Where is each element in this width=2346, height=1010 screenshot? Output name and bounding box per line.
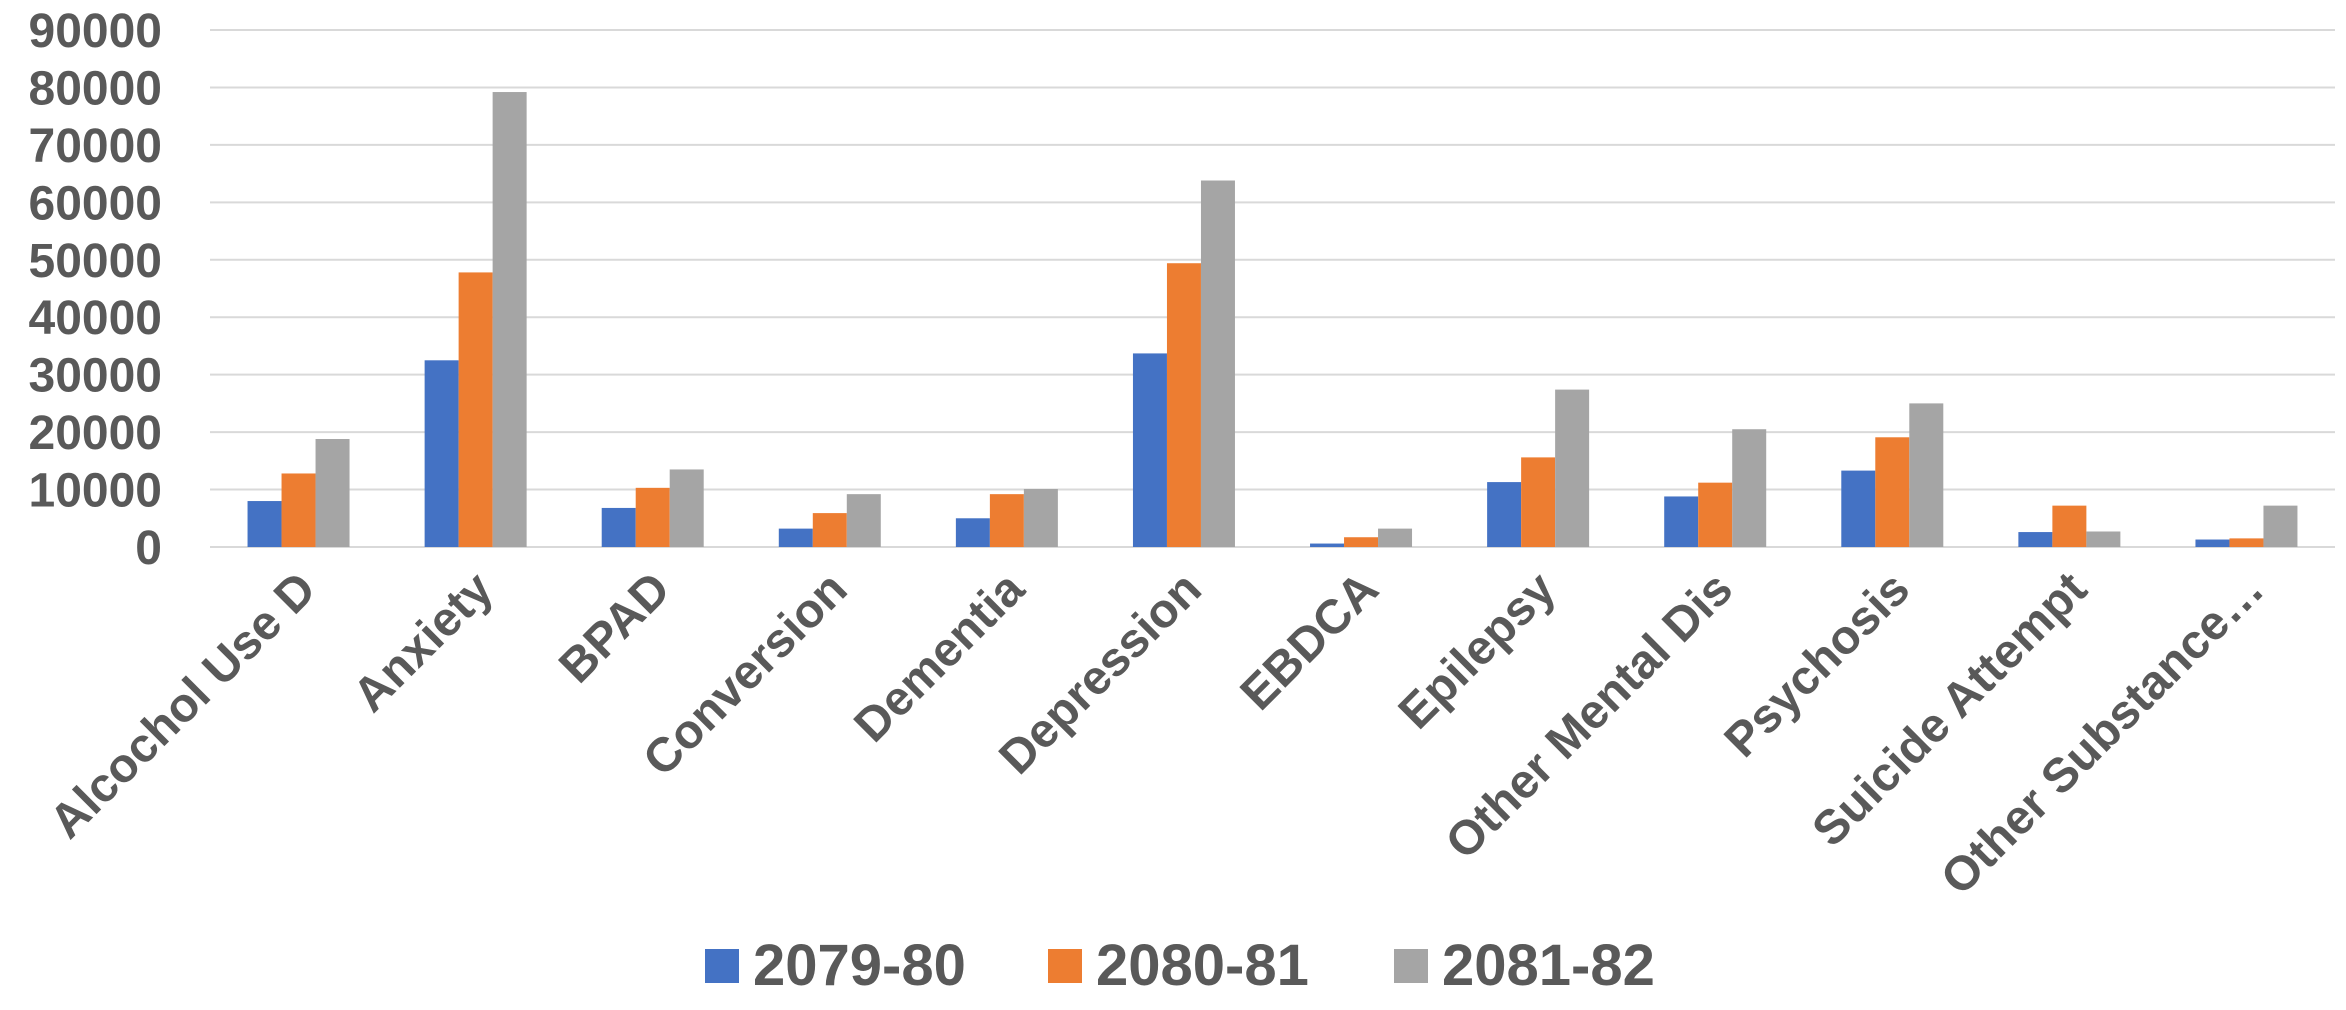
bar [1732, 429, 1767, 547]
bar [1664, 496, 1699, 547]
bar [1200, 180, 1235, 547]
bar [601, 507, 636, 547]
legend-label: 2080-81 [1096, 933, 1309, 998]
x-tick-label: Dementia [844, 562, 1034, 752]
bar [2229, 538, 2264, 547]
bar [1344, 537, 1379, 547]
bar [1555, 389, 1590, 547]
bar [424, 360, 459, 547]
bar [2263, 505, 2298, 547]
y-tick-label: 70000 [29, 120, 162, 173]
bar [315, 439, 350, 547]
y-tick-label: 40000 [29, 292, 162, 345]
x-axis-tick-labels: Alcochol Use D Anxiety BPADConversionDemen… [40, 562, 2274, 905]
bar [635, 487, 670, 547]
legend-label: 2081-82 [1442, 933, 1655, 998]
y-tick-label: 90000 [29, 5, 162, 58]
bar [1487, 482, 1522, 547]
bar [2018, 532, 2053, 547]
gridlines [210, 29, 2335, 548]
bar [955, 518, 990, 547]
y-tick-label: 20000 [29, 407, 162, 460]
bar [989, 494, 1024, 547]
bar [281, 473, 316, 547]
y-tick-label: 50000 [29, 235, 162, 288]
bar [458, 272, 493, 547]
bar [2052, 505, 2087, 547]
bar [247, 501, 282, 547]
x-tick-label: Epilepsy [1389, 562, 1566, 739]
y-axis-tick-labels: 0100002000030000400005000060000700008000… [29, 5, 162, 575]
y-tick-label: 60000 [29, 177, 162, 230]
y-tick-label: 80000 [29, 62, 162, 115]
bar [1841, 470, 1876, 547]
bars [247, 92, 2298, 547]
legend-label: 2079-80 [753, 933, 966, 998]
y-tick-label: 30000 [29, 350, 162, 403]
bar [1310, 543, 1345, 547]
bar [1698, 482, 1733, 547]
x-tick-label: Other Substance… [1931, 562, 2274, 905]
bar [2195, 539, 2230, 547]
legend-swatch [1048, 949, 1082, 983]
bar [812, 513, 847, 547]
bar [1023, 488, 1058, 547]
bar [846, 494, 881, 547]
bar [1909, 403, 1944, 547]
bar [2086, 531, 2121, 547]
legend: 2079-80 2080-81 2081-82 [705, 933, 1655, 998]
bar [669, 469, 704, 547]
bar [492, 92, 527, 547]
x-tick-label: Alcochol Use D [40, 562, 326, 848]
legend-swatch [1394, 949, 1428, 983]
x-tick-label: Anxiety [343, 562, 503, 722]
y-tick-label: 10000 [29, 465, 162, 518]
x-tick-label: EBDCA [1231, 562, 1389, 720]
x-tick-label: BPAD [549, 562, 680, 693]
bar [1132, 353, 1167, 547]
y-tick-label: 0 [135, 522, 162, 575]
bar [1378, 528, 1413, 547]
bar [778, 528, 813, 547]
legend-swatch [705, 949, 739, 983]
bar [1521, 457, 1556, 547]
bar [1875, 437, 1910, 547]
bar [1166, 263, 1201, 547]
